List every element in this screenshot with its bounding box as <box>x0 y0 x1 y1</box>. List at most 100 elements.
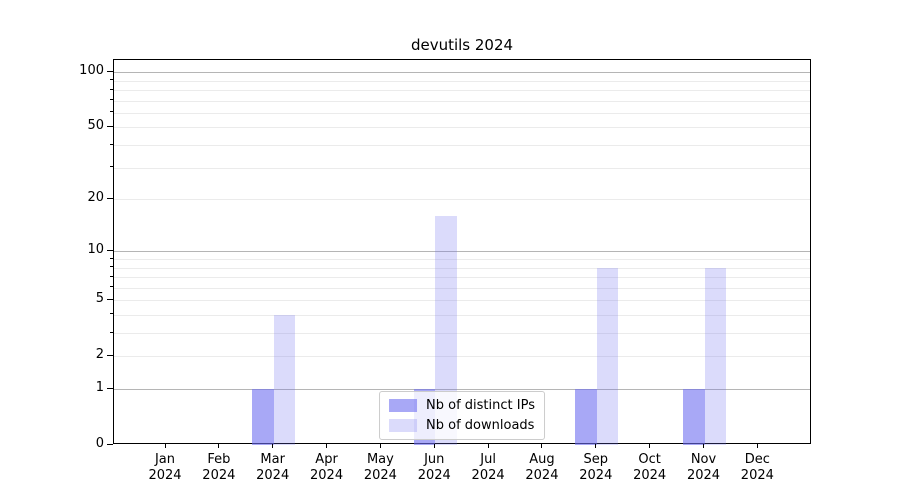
x-axis-tick-label: Mar 2024 <box>241 452 305 484</box>
y-axis-tick-label: 1 <box>95 380 104 395</box>
x-tick-year: 2024 <box>471 468 505 483</box>
minor-gridline <box>114 167 810 169</box>
x-tick-mark <box>433 444 435 448</box>
y-axis-tick-label: 2 <box>95 347 104 363</box>
minor-gridline <box>114 277 810 279</box>
x-tick-month: Oct <box>638 452 661 467</box>
x-tick-mark <box>272 444 274 448</box>
minor-gridline <box>114 80 810 82</box>
x-tick-month: Feb <box>207 452 231 467</box>
x-tick-year: 2024 <box>363 468 397 483</box>
bar-downloads <box>596 267 619 445</box>
x-tick-month: Jun <box>424 452 445 467</box>
minor-gridline <box>114 112 810 114</box>
x-tick-mark <box>756 444 758 448</box>
minor-gridline <box>114 90 810 92</box>
x-tick-year: 2024 <box>525 468 559 483</box>
bar-downloads <box>704 267 726 445</box>
x-tick-month: Sep <box>583 452 609 467</box>
y-axis-tick-label: 100 <box>79 63 104 79</box>
x-axis-tick-label: Nov 2024 <box>672 452 736 484</box>
x-tick-year: 2024 <box>686 468 721 483</box>
bar-distinct-ips <box>683 389 705 445</box>
y-minor-tick-mark <box>110 286 113 288</box>
y-minor-tick-mark <box>110 257 113 259</box>
x-tick-year: 2024 <box>740 468 774 483</box>
x-axis-tick-label: Jul 2024 <box>456 452 520 484</box>
x-tick-month: Mar <box>260 452 285 467</box>
x-axis-tick-label: Apr 2024 <box>295 452 359 484</box>
y-axis-tick-label: 50 <box>87 118 104 134</box>
x-tick-mark <box>326 444 328 448</box>
x-tick-year: 2024 <box>633 468 667 483</box>
y-minor-tick-mark <box>110 88 113 90</box>
x-axis-tick-label: Aug 2024 <box>510 452 574 484</box>
x-tick-mark <box>218 444 220 448</box>
minor-gridline <box>114 267 810 269</box>
x-axis-tick-label: May 2024 <box>348 452 412 484</box>
y-minor-tick-mark <box>110 298 113 300</box>
minor-gridline <box>114 300 810 302</box>
y-tick-mark <box>107 249 113 252</box>
x-axis-tick-label: Sep 2024 <box>564 452 628 484</box>
y-minor-tick-mark <box>110 125 113 127</box>
x-tick-month: Dec <box>744 452 770 467</box>
y-minor-tick-mark <box>110 266 113 267</box>
x-tick-month: Apr <box>315 452 338 467</box>
legend-swatch-nb-of-distinct-ips <box>389 399 418 412</box>
y-tick-mark <box>107 70 113 73</box>
x-tick-mark <box>541 444 543 448</box>
x-tick-month: Jan <box>154 452 176 467</box>
y-minor-tick-mark <box>110 143 113 145</box>
x-tick-year: 2024 <box>579 468 613 483</box>
bar-distinct-ips <box>252 389 274 445</box>
y-minor-tick-mark <box>110 79 113 81</box>
minor-gridline <box>114 127 810 129</box>
x-axis-tick-label: Dec 2024 <box>725 452 789 484</box>
x-axis-tick-label: Oct 2024 <box>618 452 682 484</box>
minor-gridline <box>114 356 810 358</box>
y-axis-tick-label: 5 <box>95 291 104 307</box>
minor-gridline <box>114 287 810 289</box>
x-tick-mark <box>487 444 489 448</box>
y-minor-tick-mark <box>110 354 113 356</box>
x-tick-year: 2024 <box>310 468 344 483</box>
legend-swatch-nb-of-downloads <box>389 419 418 432</box>
x-axis-tick-label: Jan 2024 <box>133 452 197 484</box>
minor-gridline <box>114 333 810 335</box>
minor-gridline <box>114 100 810 102</box>
y-minor-tick-mark <box>110 275 113 277</box>
major-gridline <box>114 251 810 253</box>
x-tick-month: Jul <box>480 452 496 467</box>
y-minor-tick-mark <box>110 197 113 199</box>
legend-item-label: Nb of distinct IPs <box>426 398 535 413</box>
chart-title: devutils 2024 <box>410 36 514 54</box>
legend-item: Nb of distinct IPs <box>389 397 535 414</box>
x-tick-mark <box>649 444 651 448</box>
y-tick-mark <box>107 387 113 389</box>
minor-gridline <box>114 145 810 147</box>
x-tick-mark <box>703 444 704 448</box>
y-tick-mark <box>107 443 113 445</box>
bar-downloads <box>435 216 457 445</box>
y-minor-tick-mark <box>110 166 113 168</box>
bar-downloads <box>273 314 296 445</box>
minor-gridline <box>114 259 810 260</box>
y-minor-tick-mark <box>110 111 113 113</box>
x-tick-year: 2024 <box>417 468 451 483</box>
y-axis-tick-label: 10 <box>87 242 104 258</box>
y-axis-tick-label: 20 <box>87 190 104 206</box>
x-tick-month: Nov <box>690 452 717 467</box>
x-tick-mark <box>379 444 381 448</box>
plot-area <box>113 59 811 445</box>
x-tick-year: 2024 <box>256 468 290 483</box>
x-tick-month: Aug <box>529 452 555 467</box>
y-minor-tick-mark <box>110 99 113 101</box>
x-axis-tick-label: Jun 2024 <box>402 452 466 484</box>
legend-item: Nb of downloads <box>389 417 535 434</box>
x-tick-month: May <box>366 452 394 467</box>
x-tick-mark <box>595 444 597 448</box>
legend: Nb of distinct IPs Nb of downloads <box>379 391 545 440</box>
y-minor-tick-mark <box>110 313 113 315</box>
